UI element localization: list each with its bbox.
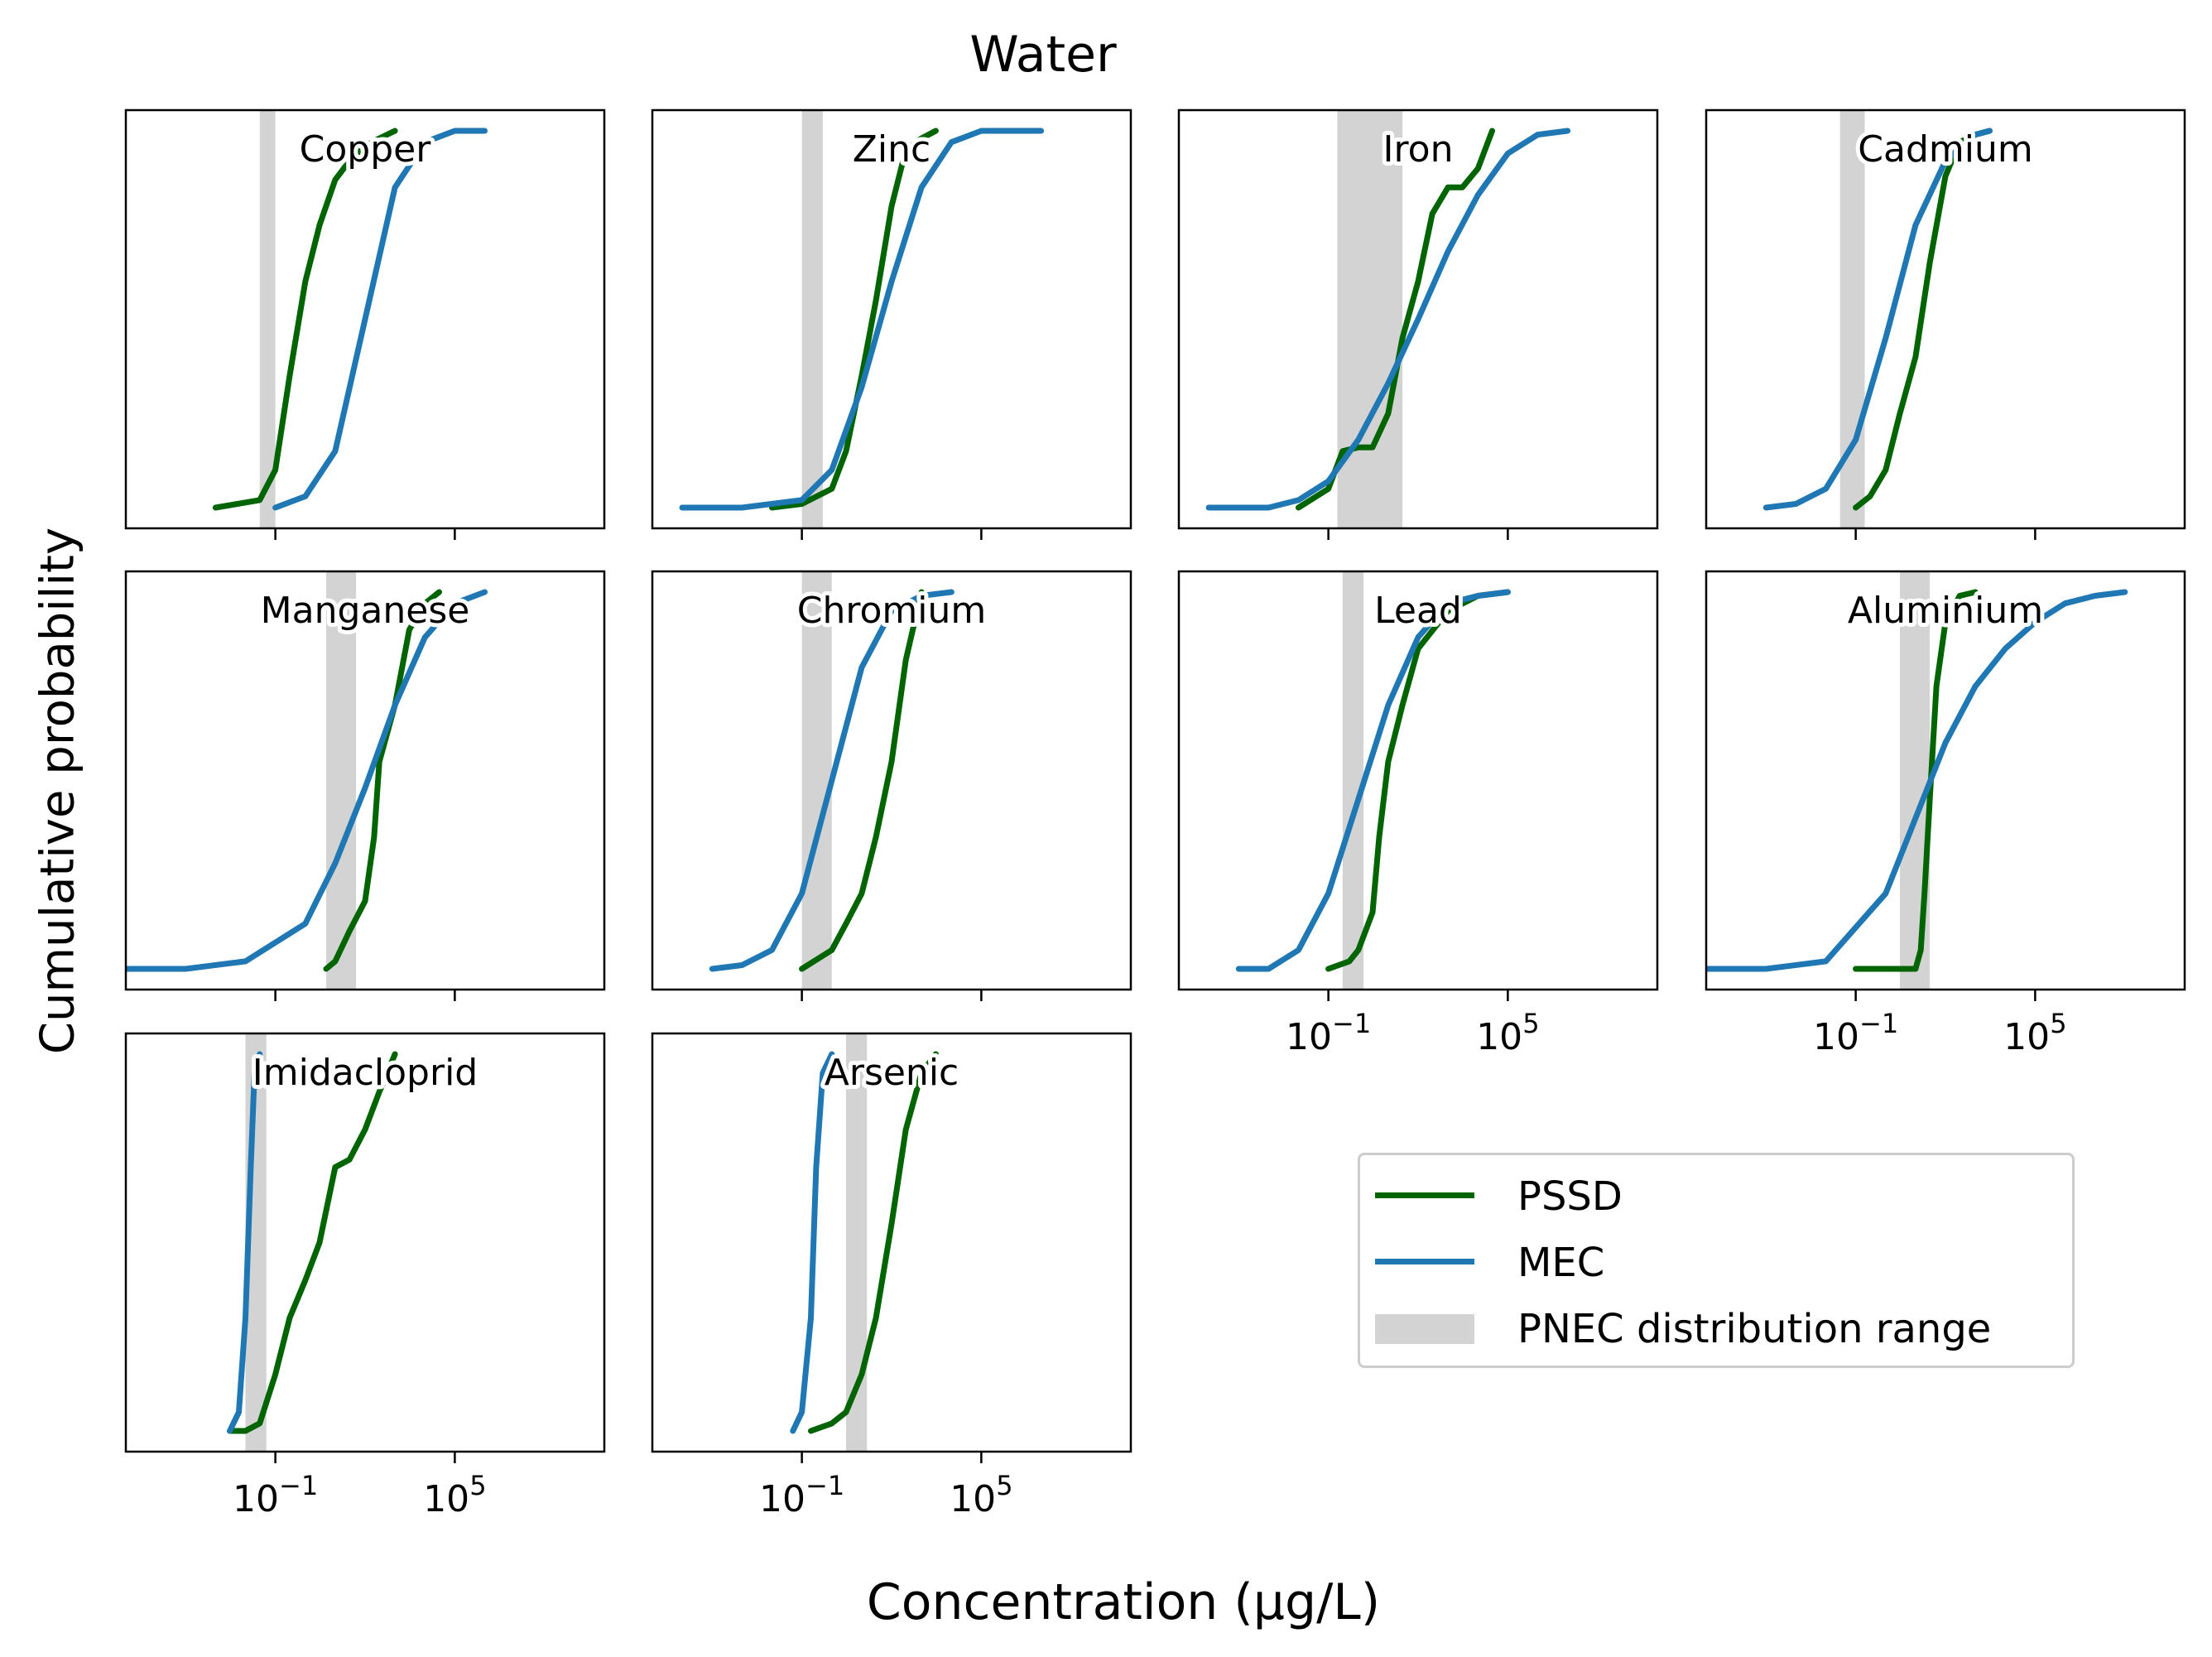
panel-frame-copper xyxy=(124,108,606,530)
series-line-mec-iron xyxy=(1205,128,1571,511)
legend-swatch-mec xyxy=(1375,1259,1474,1264)
panel-frame-cadmium xyxy=(1705,108,2186,530)
panel-title-halo-manganese: Manganese xyxy=(261,590,470,632)
pnec-band-copper xyxy=(259,110,276,528)
series-line-mec-arsenic xyxy=(790,1051,835,1434)
x-tick-label-imidacloprid-1: 105 xyxy=(423,1470,486,1520)
pnec-band-chromium xyxy=(801,571,832,990)
series-line-mec-manganese xyxy=(126,589,488,972)
panel-title-manganese: Manganese xyxy=(261,590,470,632)
panel-title-lead: Lead xyxy=(1374,590,1462,632)
panel-frame-chromium xyxy=(651,570,1132,991)
x-tick-label-arsenic-1: 105 xyxy=(950,1470,1012,1520)
panel-title-zinc: Zinc xyxy=(853,128,930,171)
pnec-band-iron xyxy=(1337,110,1403,528)
panel-title-iron: Iron xyxy=(1383,128,1454,171)
legend-label-pssd: PSSD xyxy=(1517,1173,1623,1220)
legend-item-mec: MEC xyxy=(1375,1238,2054,1288)
legend-label-mec: MEC xyxy=(1517,1240,1605,1286)
panel-title-cadmium: Cadmium xyxy=(1858,128,2032,171)
panel-title-halo-imidacloprid: Imidacloprid xyxy=(252,1052,478,1094)
series-line-mec-chromium xyxy=(709,589,955,972)
series-line-pssd-arsenic xyxy=(808,1051,939,1434)
panel-frame-arsenic xyxy=(651,1032,1132,1453)
x-tick-label-imidacloprid-0: 10−1 xyxy=(233,1470,318,1520)
series-line-pssd-cadmium xyxy=(1853,128,1993,511)
panel-frame-manganese xyxy=(124,570,606,991)
pnec-band-aluminium xyxy=(1899,571,1931,990)
series-line-pssd-lead xyxy=(1325,589,1511,972)
series-line-pssd-zinc xyxy=(769,128,939,511)
series-line-mec-copper xyxy=(272,128,488,511)
series-line-pssd-manganese xyxy=(323,589,442,972)
x-axis-label: Concentration (µg/L) xyxy=(866,1573,1381,1631)
legend-label-pnec-range: PNEC distribution range xyxy=(1517,1306,1992,1352)
panel-frame-iron xyxy=(1177,108,1659,530)
pnec-band-manganese xyxy=(326,571,357,990)
panel-title-halo-aluminium: Aluminium xyxy=(1848,590,2043,632)
x-tick-label-aluminium-1: 105 xyxy=(2003,1008,2066,1058)
series-line-pssd-copper xyxy=(212,128,398,511)
legend-item-pnec-range: PNEC distribution range xyxy=(1375,1304,2054,1354)
legend-swatch-pssd xyxy=(1375,1192,1474,1198)
series-line-pssd-iron xyxy=(1296,128,1495,511)
series-line-pssd-imidacloprid xyxy=(227,1051,398,1434)
legend-item-pssd: PSSD xyxy=(1375,1172,2054,1221)
series-line-pssd-chromium xyxy=(799,589,925,972)
panel-frame-zinc xyxy=(651,108,1132,530)
x-tick-label-lead-0: 10−1 xyxy=(1286,1008,1371,1058)
series-line-pssd-aluminium xyxy=(1853,589,1979,972)
panel-title-aluminium: Aluminium xyxy=(1848,590,2043,632)
panel-frame-lead xyxy=(1177,570,1659,991)
panel-title-halo-cadmium: Cadmium xyxy=(1858,128,2032,171)
x-tick-label-lead-1: 105 xyxy=(1476,1008,1539,1058)
panel-title-halo-copper: Copper xyxy=(300,128,432,171)
panel-title-imidacloprid: Imidacloprid xyxy=(252,1052,478,1094)
panel-title-copper: Copper xyxy=(300,128,432,171)
figure-title: Water xyxy=(969,26,1117,84)
panel-title-halo-lead: Lead xyxy=(1374,590,1462,632)
panel-title-chromium: Chromium xyxy=(797,590,987,632)
panel-title-halo-chromium: Chromium xyxy=(797,590,987,632)
panel-title-halo-arsenic: Arsenic xyxy=(825,1052,959,1094)
pnec-band-zinc xyxy=(801,110,823,528)
panel-title-halo-zinc: Zinc xyxy=(853,128,930,171)
pnec-band-cadmium xyxy=(1839,110,1865,528)
panel-frame-aluminium xyxy=(1705,570,2186,991)
panel-title-arsenic: Arsenic xyxy=(825,1052,959,1094)
series-line-mec-cadmium xyxy=(1762,128,1993,511)
series-line-mec-zinc xyxy=(679,128,1045,511)
x-tick-label-arsenic-0: 10−1 xyxy=(759,1470,844,1520)
panel-frame-imidacloprid xyxy=(124,1032,606,1453)
series-line-mec-imidacloprid xyxy=(227,1051,263,1434)
pnec-band-lead xyxy=(1342,571,1364,990)
series-line-mec-aluminium xyxy=(1706,589,2128,972)
panel-title-halo-iron: Iron xyxy=(1383,128,1454,171)
legend: PSSD MEC PNEC distribution range xyxy=(1358,1153,2075,1368)
x-tick-label-aluminium-0: 10−1 xyxy=(1813,1008,1898,1058)
series-line-mec-lead xyxy=(1235,589,1511,972)
legend-swatch-pnec-range xyxy=(1375,1314,1474,1344)
